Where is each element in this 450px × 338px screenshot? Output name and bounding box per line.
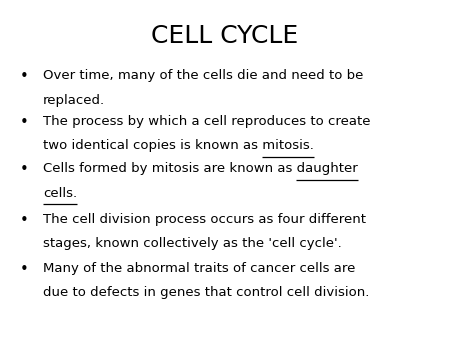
Text: •: • — [20, 162, 29, 177]
Text: Over time, many of the cells die and need to be: Over time, many of the cells die and nee… — [43, 69, 363, 82]
Text: The cell division process occurs as four different: The cell division process occurs as four… — [43, 213, 366, 226]
Text: CELL CYCLE: CELL CYCLE — [151, 24, 299, 48]
Text: stages, known collectively as the 'cell cycle'.: stages, known collectively as the 'cell … — [43, 237, 342, 250]
Text: due to defects in genes that control cell division.: due to defects in genes that control cel… — [43, 286, 369, 299]
Text: •: • — [20, 115, 29, 130]
Text: two identical copies is known as mitosis.: two identical copies is known as mitosis… — [43, 139, 314, 152]
Text: cells.: cells. — [43, 187, 77, 199]
Text: •: • — [20, 69, 29, 84]
Text: Cells formed by mitosis are known as daughter: Cells formed by mitosis are known as dau… — [43, 162, 357, 175]
Text: •: • — [20, 262, 29, 277]
Text: •: • — [20, 213, 29, 228]
Text: The process by which a cell reproduces to create: The process by which a cell reproduces t… — [43, 115, 370, 128]
Text: Many of the abnormal traits of cancer cells are: Many of the abnormal traits of cancer ce… — [43, 262, 355, 275]
Text: replaced.: replaced. — [43, 94, 105, 106]
